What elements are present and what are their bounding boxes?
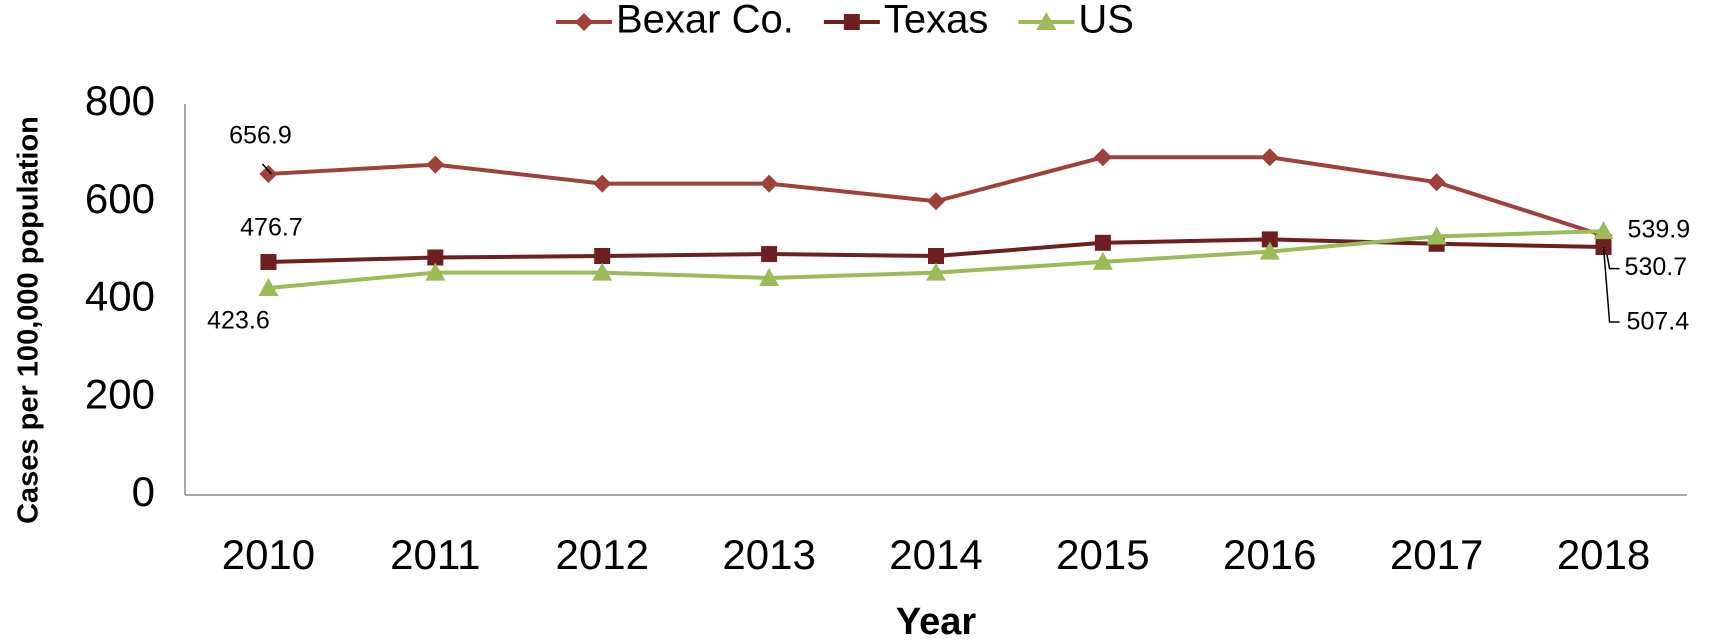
x-tick-label: 2011: [390, 531, 480, 578]
marker: [1260, 148, 1279, 167]
x-axis-title: Year: [896, 601, 977, 641]
x-tick-label: 2015: [1056, 531, 1149, 578]
leader-line: [1602, 246, 1620, 323]
legend-marker: [843, 14, 860, 30]
marker: [1427, 173, 1446, 192]
marker: [593, 174, 612, 193]
data-label: 656.9: [229, 122, 292, 150]
y-tick-label: 200: [85, 370, 155, 417]
marker: [260, 254, 277, 271]
x-tick-label: 2012: [556, 531, 649, 578]
data-label: 476.7: [240, 214, 303, 242]
data-label: 539.9: [1628, 216, 1691, 244]
legend-label: US: [1078, 0, 1134, 42]
marker: [1259, 241, 1280, 260]
marker: [594, 248, 611, 265]
data-label: 423.6: [207, 307, 270, 335]
legend-marker: [575, 13, 593, 31]
x-tick-label: 2014: [889, 531, 982, 578]
marker: [1426, 226, 1447, 245]
marker: [926, 262, 946, 281]
marker: [1093, 148, 1112, 167]
marker: [928, 248, 944, 265]
marker: [1094, 234, 1111, 251]
leader-line: [261, 163, 273, 175]
x-tick-label: 2010: [222, 531, 315, 578]
x-tick-label: 2013: [722, 531, 815, 578]
marker: [425, 262, 446, 281]
marker: [759, 267, 780, 286]
marker: [1092, 251, 1113, 270]
marker: [1261, 231, 1278, 248]
marker: [1593, 221, 1614, 240]
data-label: 530.7: [1625, 253, 1688, 281]
marker: [761, 246, 778, 263]
legend-marker: [1036, 12, 1057, 30]
marker: [427, 249, 444, 266]
legend-label: Bexar Co.: [616, 0, 794, 42]
legend-label: Texas: [884, 0, 989, 42]
marker: [592, 262, 613, 281]
marker: [258, 277, 279, 296]
y-tick-label: 400: [85, 273, 155, 320]
marker: [426, 155, 445, 174]
x-tick-label: 2016: [1223, 531, 1316, 578]
y-tick-label: 600: [85, 175, 155, 222]
marker: [259, 164, 278, 183]
y-axis-title: Cases per 100,000 population: [13, 116, 45, 524]
marker: [927, 192, 945, 211]
data-label: 507.4: [1627, 308, 1690, 336]
x-tick-label: 2018: [1557, 531, 1650, 578]
y-tick-label: 0: [132, 468, 155, 515]
marker: [760, 174, 779, 193]
y-tick-label: 800: [85, 77, 155, 124]
x-tick-label: 2017: [1390, 531, 1483, 578]
